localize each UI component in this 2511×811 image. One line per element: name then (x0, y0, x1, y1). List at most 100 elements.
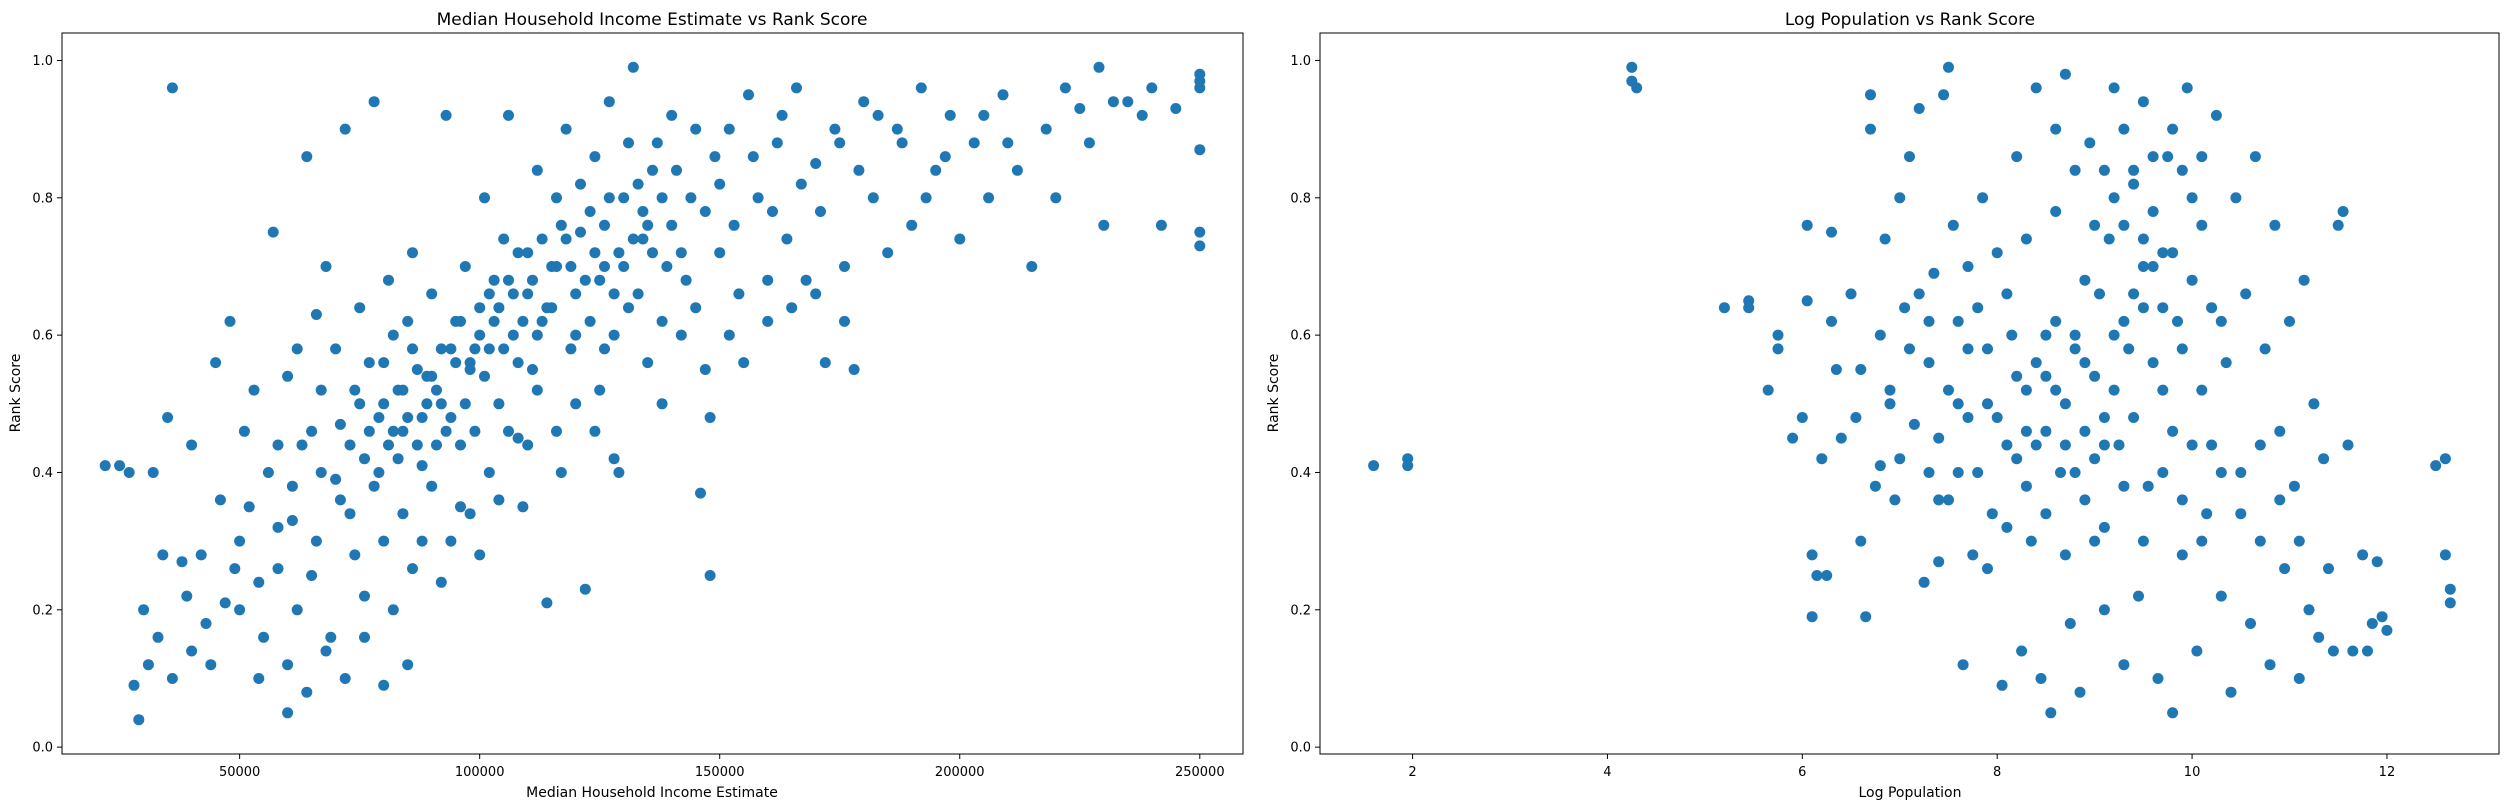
data-point (2069, 343, 2081, 355)
data-point (2137, 261, 2149, 272)
data-point (234, 604, 246, 616)
plot-frame (61, 32, 1244, 755)
data-point (2176, 164, 2188, 176)
data-point (2016, 645, 2028, 657)
data-point (210, 357, 222, 369)
data-point (1933, 556, 1945, 568)
data-point (450, 357, 462, 369)
data-point (675, 247, 687, 259)
data-point (1908, 418, 1920, 430)
data-point (2128, 288, 2140, 300)
data-point (1718, 302, 1730, 314)
data-point (1913, 103, 1925, 114)
data-point (1743, 302, 1755, 314)
data-point (2059, 439, 2071, 451)
data-point (2103, 233, 2115, 245)
data-point (1098, 219, 1110, 231)
data-point (2332, 219, 2344, 231)
data-point (483, 343, 495, 355)
data-point (2133, 590, 2144, 602)
data-point (743, 89, 754, 101)
data-point (1806, 549, 1818, 561)
data-point (2288, 480, 2300, 492)
data-point (330, 473, 342, 485)
data-point (2366, 618, 2378, 629)
data-point (1894, 192, 1906, 204)
data-point (603, 96, 615, 108)
data-point (695, 487, 706, 499)
data-point (2020, 480, 2032, 492)
data-point (666, 219, 678, 231)
data-point (334, 494, 346, 506)
data-point (704, 570, 716, 581)
data-point (1801, 295, 1813, 307)
data-point (2298, 274, 2310, 286)
data-point (541, 302, 553, 314)
data-point (2137, 302, 2149, 314)
data-point (2118, 219, 2130, 231)
data-point (2249, 151, 2261, 163)
data-point (575, 226, 586, 238)
data-point (248, 384, 260, 396)
data-point (387, 425, 399, 437)
data-point (2323, 563, 2334, 575)
data-point (2020, 384, 2032, 396)
data-point (762, 274, 774, 286)
data-point (1982, 398, 1993, 410)
x-tick-label: 50000 (219, 765, 260, 780)
data-point (522, 247, 534, 259)
plot-points (1368, 61, 2456, 719)
data-point (1986, 508, 1998, 520)
data-point (704, 412, 716, 423)
data-point (2025, 535, 2037, 547)
data-point (2264, 659, 2276, 671)
data-point (2318, 453, 2330, 465)
data-point (2069, 467, 2081, 478)
data-point (1943, 494, 1954, 506)
data-point (810, 288, 822, 300)
data-point (1855, 364, 1867, 375)
data-point (2040, 508, 2052, 520)
data-point (286, 480, 298, 492)
data-point (2045, 707, 2057, 719)
data-point (2240, 288, 2252, 300)
y-tick-label: 0.2 (1290, 603, 1311, 618)
data-point (2444, 583, 2456, 595)
data-point (2011, 151, 2023, 163)
data-point (344, 508, 356, 520)
data-point (262, 467, 274, 478)
data-point (666, 109, 678, 121)
data-point (1821, 570, 1833, 581)
data-point (479, 370, 490, 382)
data-point (771, 137, 783, 149)
data-point (2079, 494, 2091, 506)
data-point (359, 453, 370, 465)
data-point (1826, 226, 1837, 238)
data-point (2172, 315, 2183, 327)
data-point (1933, 432, 1945, 444)
data-point (469, 343, 481, 355)
data-point (1026, 261, 1038, 272)
data-point (579, 274, 591, 286)
data-point (1928, 267, 1940, 279)
data-point (1826, 315, 1837, 327)
data-point (555, 219, 567, 231)
data-point (920, 192, 932, 204)
data-point (699, 364, 711, 375)
data-point (2040, 370, 2052, 382)
data-point (349, 549, 361, 561)
data-point (1913, 288, 1925, 300)
data-point (2137, 233, 2149, 245)
data-point (1811, 570, 1823, 581)
data-point (1107, 96, 1119, 108)
data-point (474, 329, 486, 341)
data-point (301, 686, 313, 698)
data-point (224, 315, 236, 327)
data-point (930, 164, 942, 176)
data-point (2381, 624, 2393, 636)
data-point (565, 343, 577, 355)
data-point (2128, 412, 2140, 423)
data-point (349, 384, 361, 396)
data-point (589, 151, 601, 163)
data-point (2118, 123, 2130, 135)
